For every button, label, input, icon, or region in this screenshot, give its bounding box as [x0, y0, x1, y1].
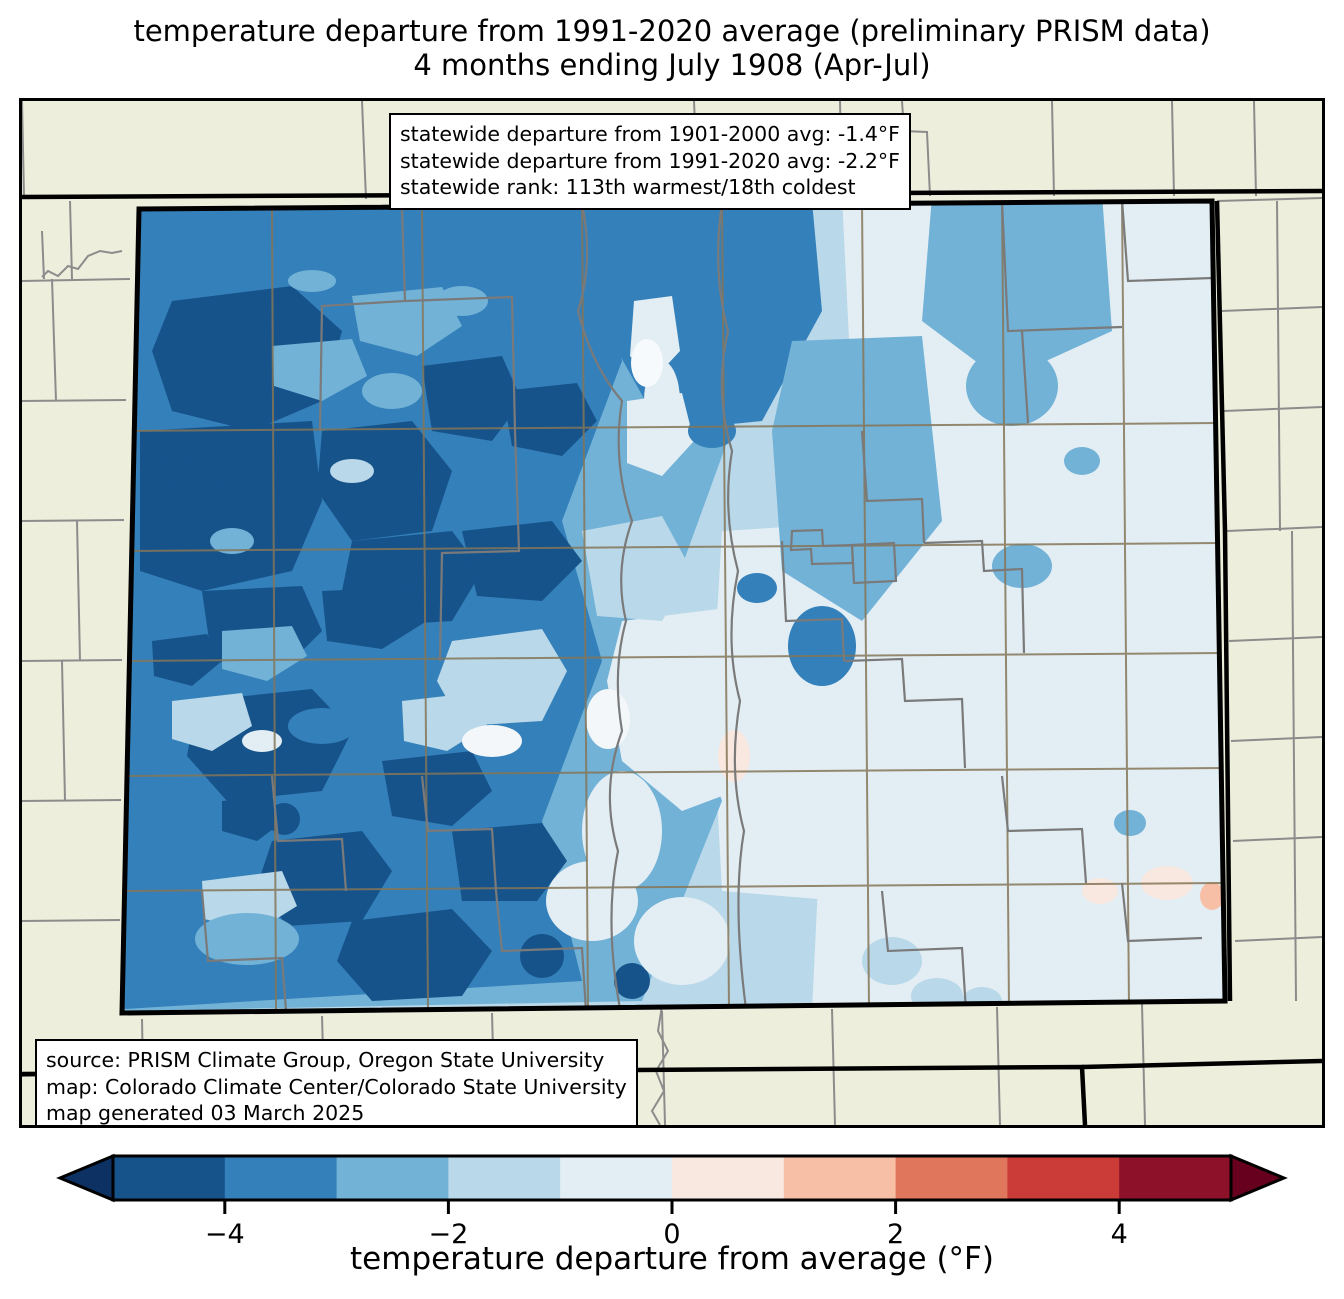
- source-line-3: map generated 03 March 2025: [46, 1101, 365, 1126]
- colorbar-band: [113, 1156, 226, 1200]
- source-line-1: source: PRISM Climate Group, Oregon Stat…: [46, 1048, 605, 1072]
- colorado-temperature-departure-map: [22, 101, 1322, 1125]
- map-panel: statewide departure from 1901-2000 avg: …: [19, 98, 1325, 1128]
- page-title: temperature departure from 1991-2020 ave…: [0, 14, 1344, 82]
- colorbar-band: [895, 1156, 1008, 1200]
- colorbar-band: [560, 1156, 673, 1200]
- colorbar-svg: −4 −2 0 2 4: [56, 1153, 1288, 1248]
- colorbar-tick-label: 4: [1111, 1219, 1128, 1248]
- colorbar-tick-label: −2: [428, 1219, 468, 1248]
- temperature-departure-contours: [122, 201, 1225, 1013]
- colorbar-under-arrow: [56, 1153, 115, 1203]
- colorbar-tick-label: −4: [205, 1219, 245, 1248]
- colorbar-band: [672, 1156, 785, 1200]
- colorbar-band: [1119, 1156, 1232, 1200]
- colorbar-band: [783, 1156, 897, 1200]
- source-line-2: map: Colorado Climate Center/Colorado St…: [46, 1074, 627, 1099]
- stats-line-3: statewide rank: 113th warmest/18th colde…: [400, 175, 856, 200]
- title-line-1: temperature departure from 1991-2020 ave…: [133, 14, 1211, 48]
- colorbar-tick-label: 0: [663, 1219, 680, 1248]
- colorado-county-lines: [122, 201, 1223, 1013]
- colorado-county-lines-detail: [200, 201, 1213, 1012]
- stats-line-2: statewide departure from 1991-2020 avg: …: [400, 148, 900, 173]
- colorbar-bands: [56, 1153, 1288, 1203]
- colorbar-band: [448, 1156, 561, 1200]
- colorbar-over-arrow: [1229, 1153, 1288, 1203]
- colorbar-axis-title: temperature departure from average (°F): [350, 1241, 994, 1277]
- statewide-stats-box: statewide departure from 1901-2000 avg: …: [389, 113, 911, 210]
- colorbar-legend: −4 −2 0 2 4 temperature departure from avera…: [0, 1148, 1344, 1299]
- colorbar-band: [1007, 1156, 1120, 1200]
- colorbar-ticks: −4 −2 0 2 4: [205, 1200, 1128, 1248]
- source-credit-box: source: PRISM Climate Group, Oregon Stat…: [35, 1039, 638, 1126]
- colorbar-band: [224, 1156, 338, 1200]
- stats-line-1: statewide departure from 1901-2000 avg: …: [400, 122, 900, 146]
- colorbar-band: [336, 1156, 449, 1200]
- colorbar-tick-label: 2: [887, 1219, 904, 1248]
- title-line-2: 4 months ending July 1908 (Apr-Jul): [413, 48, 931, 83]
